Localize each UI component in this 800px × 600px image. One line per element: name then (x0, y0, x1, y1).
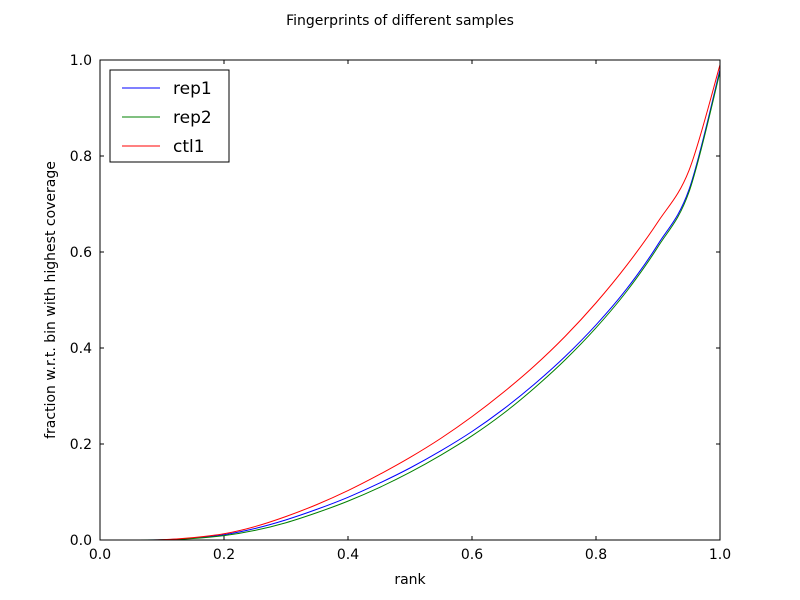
y-tick-label: 1.0 (70, 53, 92, 69)
series-line-ctl1 (99, 64, 721, 541)
y-tick-label: 0.8 (70, 149, 92, 165)
legend-label-ctl1: ctl1 (173, 137, 205, 157)
x-tick-label: 0.6 (461, 547, 483, 563)
y-axis-label: fraction w.r.t. bin with highest coverag… (43, 161, 59, 439)
y-tick-label: 0.6 (70, 245, 92, 261)
x-tick-label: 0.4 (337, 547, 359, 563)
legend-label-rep2: rep2 (173, 108, 212, 128)
legend-frame (109, 69, 230, 163)
legend: rep1 rep2 ctl1 (109, 69, 230, 163)
series-layer (99, 64, 721, 541)
x-axis: 0.0 0.2 0.4 0.6 0.8 1.0 (89, 60, 731, 563)
plot-frame (99, 59, 721, 541)
series-line-rep2 (99, 71, 721, 541)
y-tick-label: 0.4 (70, 341, 92, 357)
y-tick-label: 0.0 (70, 533, 92, 549)
x-tick-label: 0.2 (213, 547, 235, 563)
y-tick-label: 0.2 (70, 437, 92, 453)
x-axis-label: rank (394, 572, 426, 588)
y-axis: 0.0 0.2 0.4 0.6 0.8 1.0 (70, 53, 720, 549)
x-tick-label: 0.0 (89, 547, 111, 563)
series-line-rep1 (99, 69, 721, 541)
x-tick-label: 1.0 (709, 547, 731, 563)
chart-title: Fingerprints of different samples (286, 13, 514, 29)
x-tick-label: 0.8 (585, 547, 607, 563)
legend-label-rep1: rep1 (173, 79, 212, 99)
